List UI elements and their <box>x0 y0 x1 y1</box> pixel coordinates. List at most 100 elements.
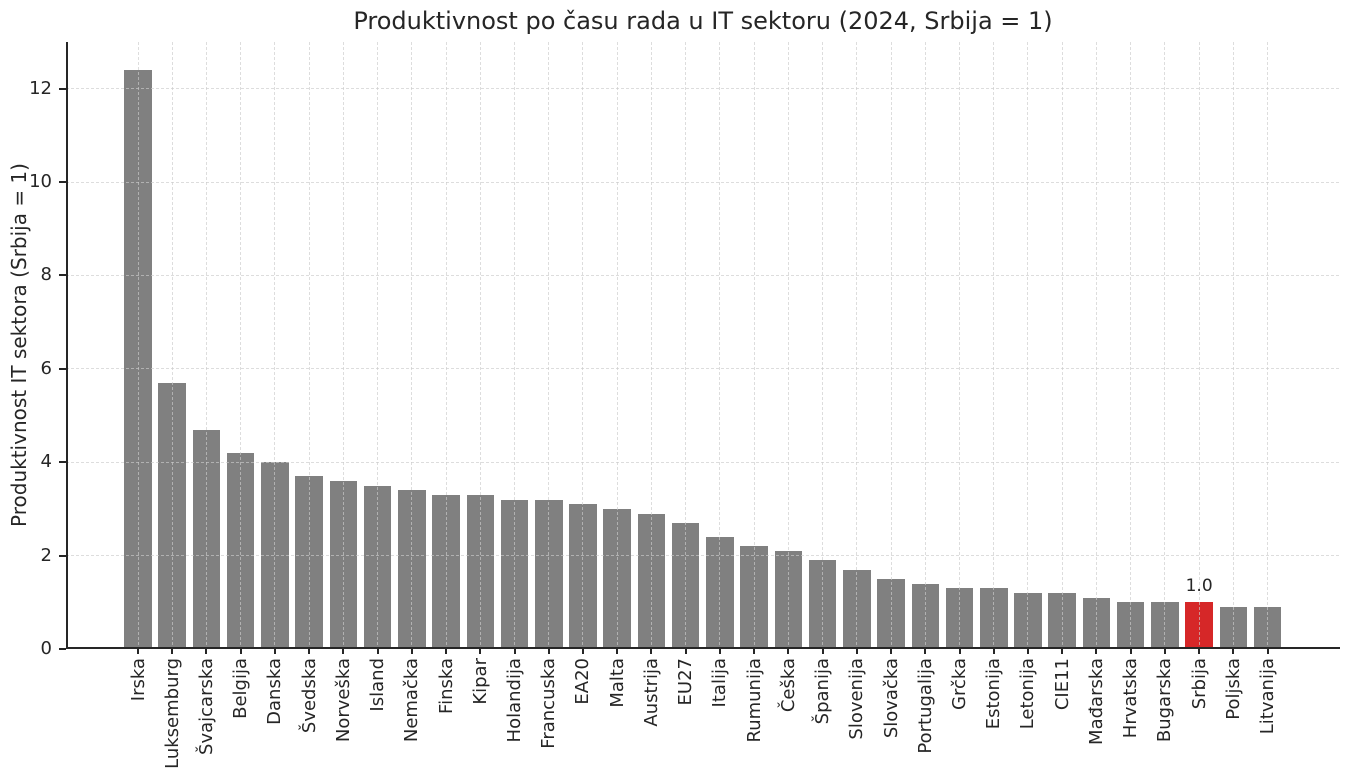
x-tick-label-hrvatska: Hrvatska <box>1120 658 1142 738</box>
x-tick-label-text: Norveška <box>332 658 354 743</box>
y-tick-label: 2 <box>40 544 52 566</box>
x-tick-label-italija: Italija <box>709 658 731 707</box>
x-tick-label-text: Malta <box>606 658 628 708</box>
x-tick-label-malta: Malta <box>606 658 628 708</box>
x-tick-label-ceska: Češka <box>777 658 799 712</box>
x-tick-label-text: Grčka <box>949 658 971 710</box>
x-tick-label-slovacka: Slovačka <box>880 658 902 738</box>
x-tick-label-belgija: Belgija <box>230 658 252 719</box>
x-tick-label-bugarska: Bugarska <box>1154 658 1176 742</box>
x-tick-label-text: Francuska <box>538 658 560 749</box>
y-tick-label: 0 <box>40 638 52 659</box>
x-tick-mark <box>992 649 995 654</box>
x-tick-label-text: Bugarska <box>1154 658 1176 743</box>
x-tick-label-estonija: Estonija <box>983 658 1005 729</box>
chart-title: Produktivnost po času rada u IT sektoru … <box>353 7 1053 35</box>
x-tick-label-text: Irska <box>127 658 149 702</box>
y-tick-mark <box>59 181 66 184</box>
y-tick-label: 8 <box>40 264 52 286</box>
x-tick-label-kipar: Kipar <box>469 658 491 705</box>
x-tick-mark <box>308 649 311 654</box>
x-tick-label-text: Luksemburg <box>161 658 183 769</box>
x-tick-mark <box>445 649 448 654</box>
x-tick-label-slovenija: Slovenija <box>846 658 868 740</box>
x-tick-mark <box>616 649 619 654</box>
plot-area: 0 2 4 6 8 10 12 Irska Luksemburg Švajcarska Belgij… <box>29 42 1340 769</box>
x-tick-mark <box>787 649 790 654</box>
x-tick-label-norveska: Norveška <box>332 658 354 742</box>
x-tick-label-eu27: EU27 <box>675 658 697 705</box>
x-tick-label-text: EU27 <box>675 658 697 706</box>
x-tick-label-poljska: Poljska <box>1222 658 1244 720</box>
x-tick-mark <box>1129 649 1132 654</box>
y-tick-label: 12 <box>29 77 52 99</box>
x-tick-label-text: Austrija <box>640 658 662 727</box>
x-tick-label-finska: Finska <box>435 658 457 714</box>
x-tick-label-text: Češka <box>777 658 799 713</box>
x-tick-mark <box>239 649 242 654</box>
x-tick-label-austrija: Austrija <box>640 658 662 727</box>
x-tick-label-francuska: Francuska <box>538 658 560 749</box>
x-tick-label-text: Rumunija <box>743 658 765 743</box>
x-tick-mark <box>924 649 927 654</box>
x-tick-mark <box>342 649 345 654</box>
x-tick-mark <box>171 649 174 654</box>
x-tick-label-text: Švedska <box>298 658 320 734</box>
x-tick-mark <box>273 649 276 654</box>
x-tick-mark <box>410 649 413 654</box>
x-tick-label-text: Slovačka <box>880 658 902 739</box>
x-tick-label-text: Litvanija <box>1257 658 1279 735</box>
x-tick-mark <box>1163 649 1166 654</box>
y-tick-mark <box>59 274 66 277</box>
x-tick-label-srbija: Srbija <box>1188 658 1210 709</box>
x-tick-label-luksemburg: Luksemburg <box>161 658 183 769</box>
x-tick-mark <box>1198 649 1201 654</box>
y-tick-mark <box>59 554 66 557</box>
x-tick-label-text: Srbija <box>1188 658 1210 710</box>
x-tick-label-text: Kipar <box>469 658 491 705</box>
x-tick-label-text: Estonija <box>983 658 1005 730</box>
x-tick-label-portugalija: Portugalija <box>914 658 936 754</box>
x-tick-label-text: Italija <box>709 658 731 708</box>
x-tick-label-litvanija: Litvanija <box>1257 658 1279 734</box>
x-tick-label-danska: Danska <box>264 658 286 725</box>
x-tick-mark <box>205 649 208 654</box>
x-tick-mark <box>547 649 550 654</box>
x-tick-label-text: Danska <box>264 658 286 725</box>
x-tick-label-text: Belgija <box>230 658 252 719</box>
x-axis-spine <box>66 647 1340 649</box>
x-tick-mark <box>684 649 687 654</box>
x-tick-label-text: EA20 <box>572 658 594 705</box>
x-tick-mark <box>718 649 721 654</box>
x-tick-label-holandija: Holandija <box>504 658 526 742</box>
x-tick-label-text: Letonija <box>1017 658 1039 730</box>
x-tick-mark <box>513 649 516 654</box>
y-tick-label: 4 <box>40 451 52 473</box>
x-tick-label-svedska: Švedska <box>298 658 320 733</box>
x-tick-label-text: Hrvatska <box>1120 658 1142 739</box>
x-tick-label-grcka: Grčka <box>949 658 971 710</box>
x-tick-mark <box>753 649 756 654</box>
x-tick-label-svajcarska: Švajcarska <box>195 658 217 755</box>
x-tick-label-text: Portugalija <box>914 658 936 754</box>
x-tick-label-text: Švajcarska <box>195 658 217 755</box>
x-tick-label-letonija: Letonija <box>1017 658 1039 729</box>
x-tick-label-nemacka: Nemačka <box>401 658 423 742</box>
y-axis-spine <box>66 42 68 649</box>
x-tick-mark <box>1232 649 1235 654</box>
y-tick-mark <box>59 461 66 464</box>
x-tick-label-text: Island <box>367 658 389 712</box>
x-tick-label-spanija: Španija <box>812 658 834 724</box>
x-tick-label-rumunija: Rumunija <box>743 658 765 743</box>
x-tick-label-text: Finska <box>435 658 457 714</box>
x-tick-label-island: Island <box>367 658 389 712</box>
x-tick-mark <box>821 649 824 654</box>
x-tick-mark <box>581 649 584 654</box>
x-tick-mark <box>1095 649 1098 654</box>
x-tick-mark <box>1266 649 1269 654</box>
x-tick-mark <box>1061 649 1064 654</box>
y-tick-mark <box>59 648 66 650</box>
ticks-layer: 0 2 4 6 8 10 12 Irska Luksemburg Švajcarska Belgij… <box>29 42 1340 769</box>
x-tick-label-cie11: CIE11 <box>1051 658 1073 710</box>
x-tick-mark <box>479 649 482 654</box>
